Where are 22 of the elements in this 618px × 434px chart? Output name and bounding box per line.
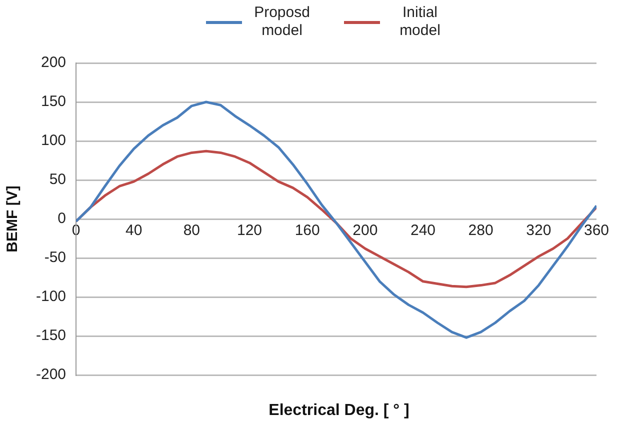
y-tick-label: -100	[36, 288, 66, 306]
x-tick-label: 280	[468, 222, 494, 240]
x-tick-label: 200	[352, 222, 378, 240]
x-tick-label: 360	[584, 222, 609, 240]
legend-label: Initial model	[398, 4, 442, 40]
y-tick-label: 150	[40, 93, 66, 110]
y-axis-title: BEMF [V]	[4, 186, 22, 252]
x-tick-label: 120	[236, 222, 262, 240]
y-tick-label: -200	[36, 366, 66, 384]
y-tick-label: -150	[36, 327, 66, 344]
x-tick-label: 320	[526, 222, 552, 240]
legend-label: Proposd model	[253, 4, 311, 40]
y-tick-label: -50	[44, 249, 66, 266]
y-tick-label: 200	[40, 54, 66, 72]
x-tick-label: 240	[410, 222, 436, 240]
y-tick-label: 0	[58, 210, 66, 228]
x-tick-label: 160	[294, 222, 320, 240]
y-tick-label: 50	[49, 171, 66, 188]
x-tick-label: 40	[126, 222, 142, 240]
y-tick-label: 100	[40, 132, 66, 150]
x-axis-title: Electrical Deg. [ ° ]	[268, 402, 410, 420]
x-tick-label: 80	[183, 222, 200, 240]
